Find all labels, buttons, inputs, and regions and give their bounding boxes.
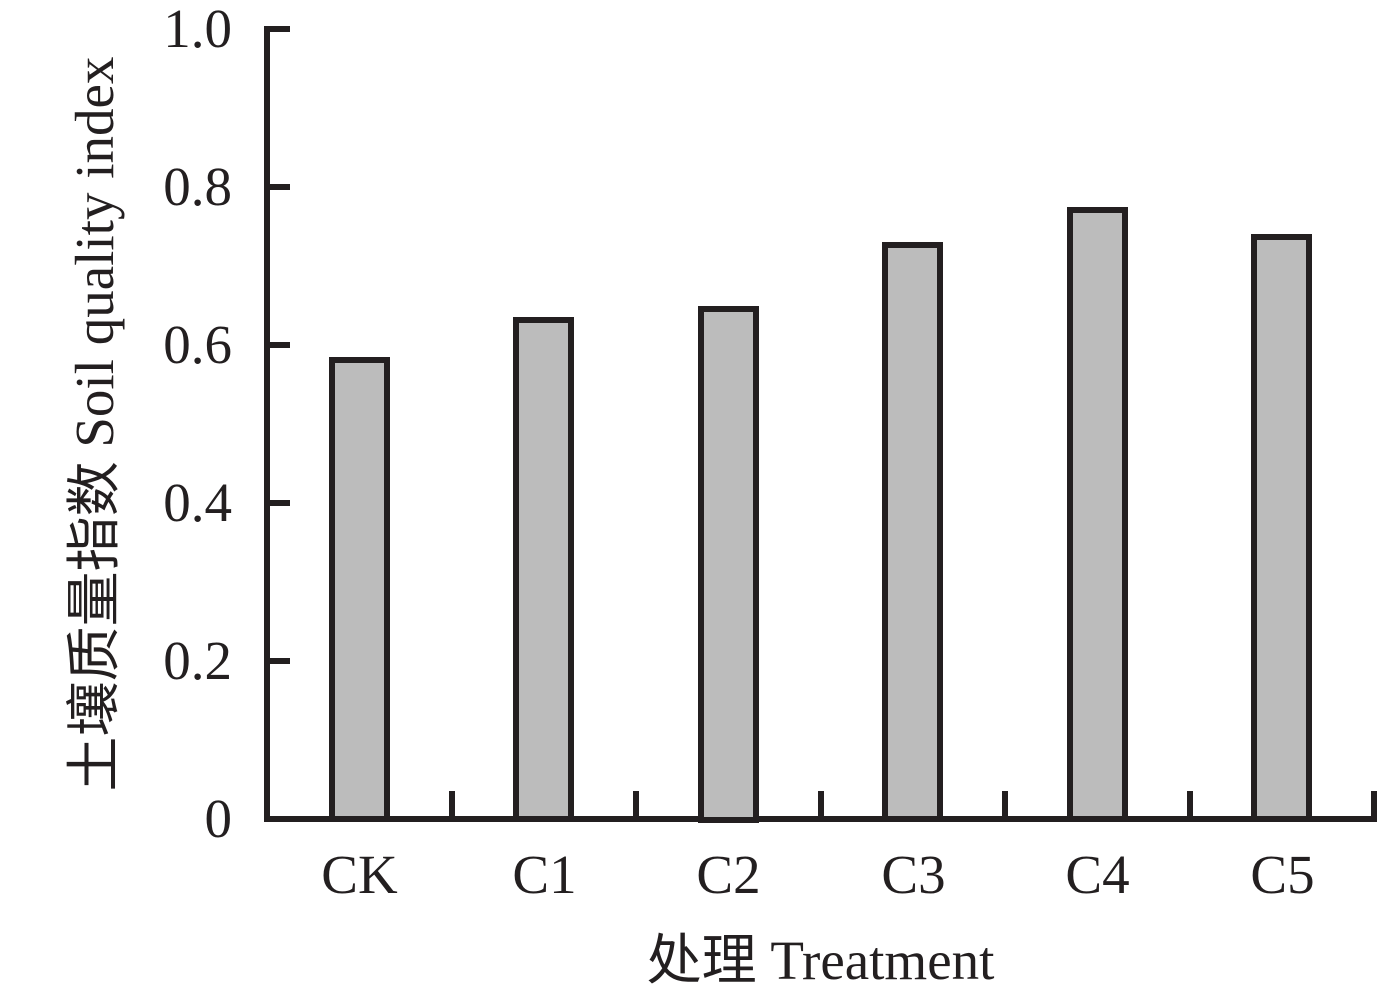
bar-c1 (513, 317, 574, 822)
x-tick-label-c1: C1 (512, 844, 577, 905)
y-tick-0.8 (270, 184, 290, 190)
y-tick-0.6 (270, 342, 290, 348)
x-tick-boundary-1 (448, 791, 455, 819)
x-tick-boundary-6 (1371, 791, 1377, 819)
x-axis-title: 处理 Treatment (646, 930, 995, 991)
x-tick-label-c2: C2 (696, 844, 761, 905)
y-tick-1.0 (270, 26, 290, 32)
x-tick-boundary-2 (633, 791, 639, 819)
y-tick-0.2 (270, 658, 290, 664)
y-axis-line (264, 26, 270, 822)
y-tick-label-0.2: 0.2 (163, 630, 232, 691)
y-tick-label-0.6: 0.6 (163, 314, 232, 375)
bar-ck (329, 357, 390, 822)
y-axis-title: 土壤质量指数 Soil quality index (64, 56, 125, 792)
bar-c2 (698, 306, 759, 823)
y-tick-label-0.4: 0.4 (163, 472, 232, 533)
y-tick-label-0.8: 0.8 (163, 156, 232, 217)
x-axis-line (264, 816, 1377, 822)
bar-c3 (882, 242, 943, 822)
x-tick-boundary-5 (1186, 791, 1193, 819)
y-tick-0.4 (270, 500, 290, 506)
x-tick-boundary-4 (1002, 791, 1008, 819)
y-tick-label-0: 0 (204, 788, 233, 849)
y-tick-label-1.0: 1.0 (163, 0, 232, 59)
bar-c4 (1067, 207, 1128, 822)
x-tick-label-ck: CK (321, 844, 398, 905)
x-tick-label-c3: C3 (881, 844, 946, 905)
x-tick-label-c5: C5 (1250, 844, 1315, 905)
x-tick-boundary-3 (817, 791, 824, 819)
bar-c5 (1251, 234, 1312, 822)
x-tick-label-c4: C4 (1065, 844, 1130, 905)
